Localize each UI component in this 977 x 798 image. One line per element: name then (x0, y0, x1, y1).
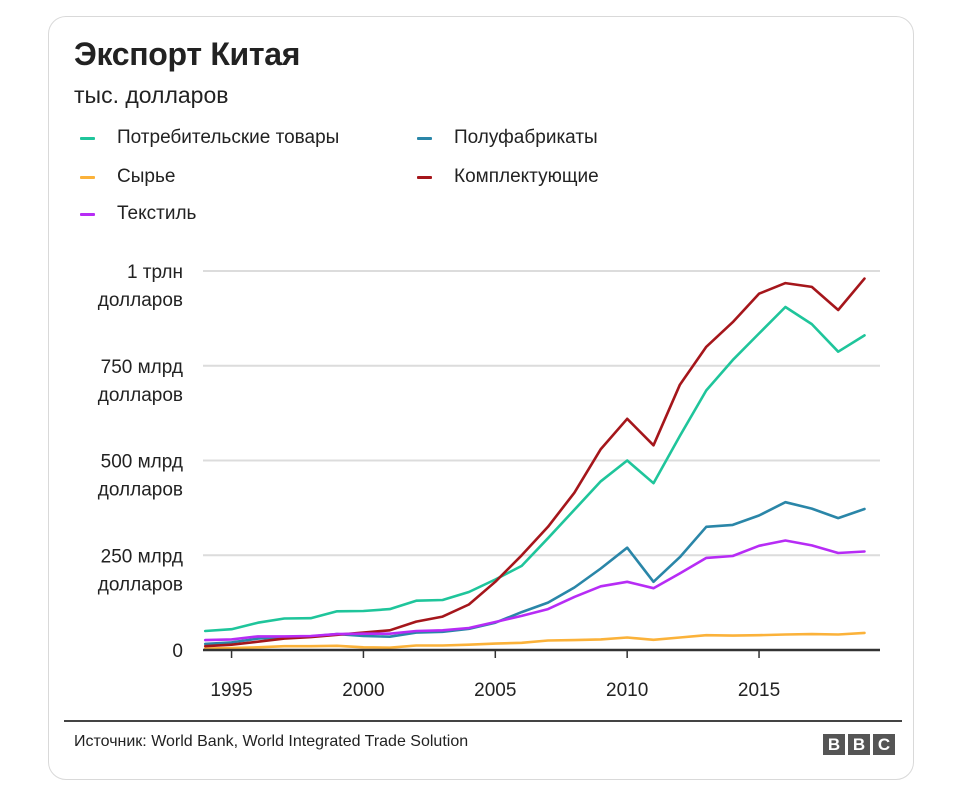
y-tick-label-line: 750 млрд (101, 357, 183, 378)
x-tick-label: 2000 (342, 680, 384, 701)
y-tick-label: 750 млрд долларов (98, 357, 183, 406)
series-line-3 (203, 631, 866, 650)
y-tick-label-line: 250 млрд (101, 546, 183, 567)
chart-title: Экспорт Китая (74, 36, 301, 72)
bbc-logo-letter-1: B (823, 734, 845, 755)
series-line-5 (203, 539, 866, 642)
bbc-logo: B B C (823, 734, 895, 755)
legend-label-consumer-goods: Потребительские товары (117, 127, 340, 148)
x-tick-label: 1995 (210, 680, 252, 701)
legend-item-raw-materials: Сырье (80, 166, 175, 188)
y-tick-label: 500 млрд долларов (98, 452, 183, 501)
series-layer (203, 277, 866, 650)
chart-subtitle: тыс. долларов (74, 82, 229, 108)
legend-item-intermediate-goods: Полуфабрикаты (417, 127, 598, 149)
legend-item-textiles: Текстиль (80, 203, 196, 225)
y-tick-label: 0 (172, 641, 183, 662)
legend-swatch-consumer-goods (80, 136, 95, 140)
footer-divider (64, 720, 902, 722)
legend-item-consumer-goods: Потребительские товары (80, 127, 339, 149)
source-note: Источник: World Bank, World Integrated T… (74, 733, 469, 750)
series-line-2 (203, 500, 866, 646)
y-tick-label: 250 млрд долларов (98, 546, 183, 595)
bbc-logo-letter-2: B (848, 734, 870, 755)
chart-card (48, 16, 914, 780)
legend-item-components: Комплектующие (417, 166, 599, 188)
legend-swatch-textiles (80, 212, 95, 216)
y-tick-label-line: 500 млрд (101, 452, 183, 473)
y-tick-label-line: долларов (98, 574, 183, 595)
legend-swatch-intermediate-goods (417, 136, 432, 140)
x-tick-label: 2015 (738, 680, 780, 701)
legend-label-intermediate-goods: Полуфабрикаты (454, 127, 598, 148)
series-line-1 (203, 305, 866, 633)
legend-label-components: Комплектующие (454, 166, 599, 187)
y-tick-label-line: 1 трлн (127, 262, 183, 283)
legend-label-raw-materials: Сырье (117, 166, 176, 187)
y-tick-label-line: долларов (98, 290, 183, 311)
y-tick-label-line: долларов (98, 480, 183, 501)
legend-label-textiles: Текстиль (117, 203, 197, 224)
series-line-4 (203, 277, 866, 648)
bbc-logo-letter-3: C (873, 734, 895, 755)
y-tick-label-line: долларов (98, 385, 183, 406)
legend-swatch-raw-materials (80, 175, 95, 179)
x-tick-label: 2010 (606, 680, 648, 701)
legend-swatch-components (417, 175, 432, 179)
x-axis-labels: 1995 2000 2005 2010 2015 (210, 650, 780, 701)
y-tick-label: 1 трлн долларов (98, 262, 183, 311)
x-tick-label: 2005 (474, 680, 516, 701)
grid-layer (203, 270, 880, 557)
